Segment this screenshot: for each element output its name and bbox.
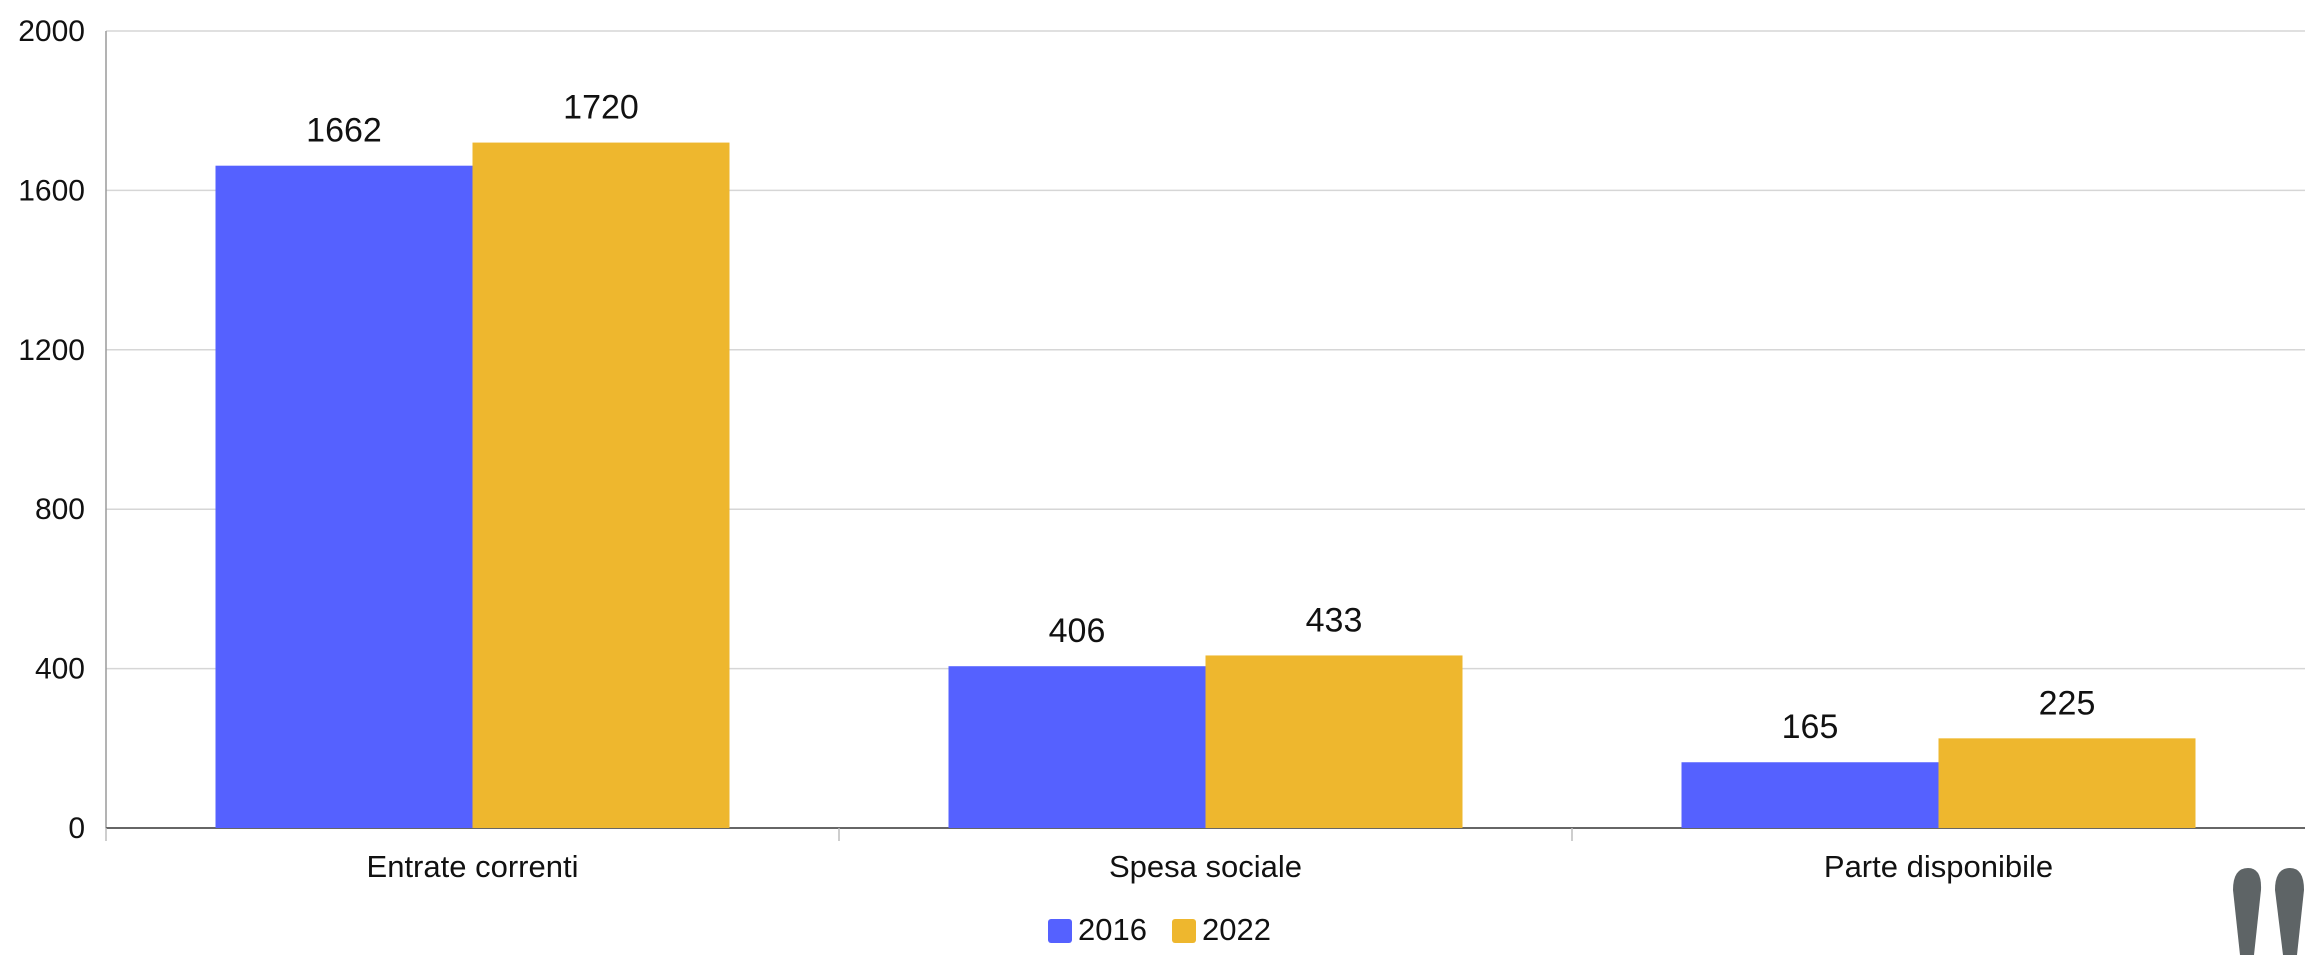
data-label-2016-0: 1662 (306, 112, 382, 150)
category-label-2: Parte disponibile (1824, 849, 2053, 884)
x-axis-categories: Entrate correnti Spesa sociale Parte dispo… (367, 849, 2054, 884)
data-label-2022-0: 1720 (563, 89, 639, 127)
bar-2022-1 (1205, 655, 1463, 828)
y-tick-label-0: 0 (68, 812, 85, 845)
y-axis-ticks: 0 400 800 1200 1600 2000 (18, 15, 85, 845)
data-label-2016-1: 406 (1049, 612, 1106, 650)
bar-2016-0 (215, 165, 473, 828)
data-label-2016-2: 165 (1782, 708, 1839, 746)
legend: 2016 2022 (1048, 912, 1271, 947)
y-tick-label-2000: 2000 (18, 15, 85, 48)
data-labels: 1662 1720 406 433 165 225 (306, 89, 2095, 747)
bar-2022-0 (472, 142, 730, 828)
y-tick-label-1200: 1200 (18, 334, 85, 367)
bar-2016-2 (1681, 762, 1939, 828)
y-tick-label-1600: 1600 (18, 174, 85, 207)
y-tick-label-800: 800 (35, 493, 85, 526)
category-label-1: Spesa sociale (1109, 849, 1302, 884)
data-label-2022-2: 225 (2039, 684, 2096, 722)
legend-label-2016: 2016 (1078, 912, 1147, 947)
legend-swatch-2016 (1048, 919, 1072, 943)
bars (215, 142, 2196, 828)
brand-mark-icon (2233, 868, 2304, 955)
category-label-0: Entrate correnti (367, 849, 579, 884)
legend-label-2022: 2022 (1202, 912, 1271, 947)
bar-2022-2 (1938, 738, 2196, 828)
brand-mark-stroke-1 (2233, 868, 2262, 955)
legend-swatch-2022 (1172, 919, 1196, 943)
brand-mark-stroke-2 (2275, 868, 2304, 955)
data-label-2022-1: 433 (1306, 601, 1363, 639)
bar-2016-1 (948, 666, 1206, 828)
y-tick-label-400: 400 (35, 653, 85, 686)
